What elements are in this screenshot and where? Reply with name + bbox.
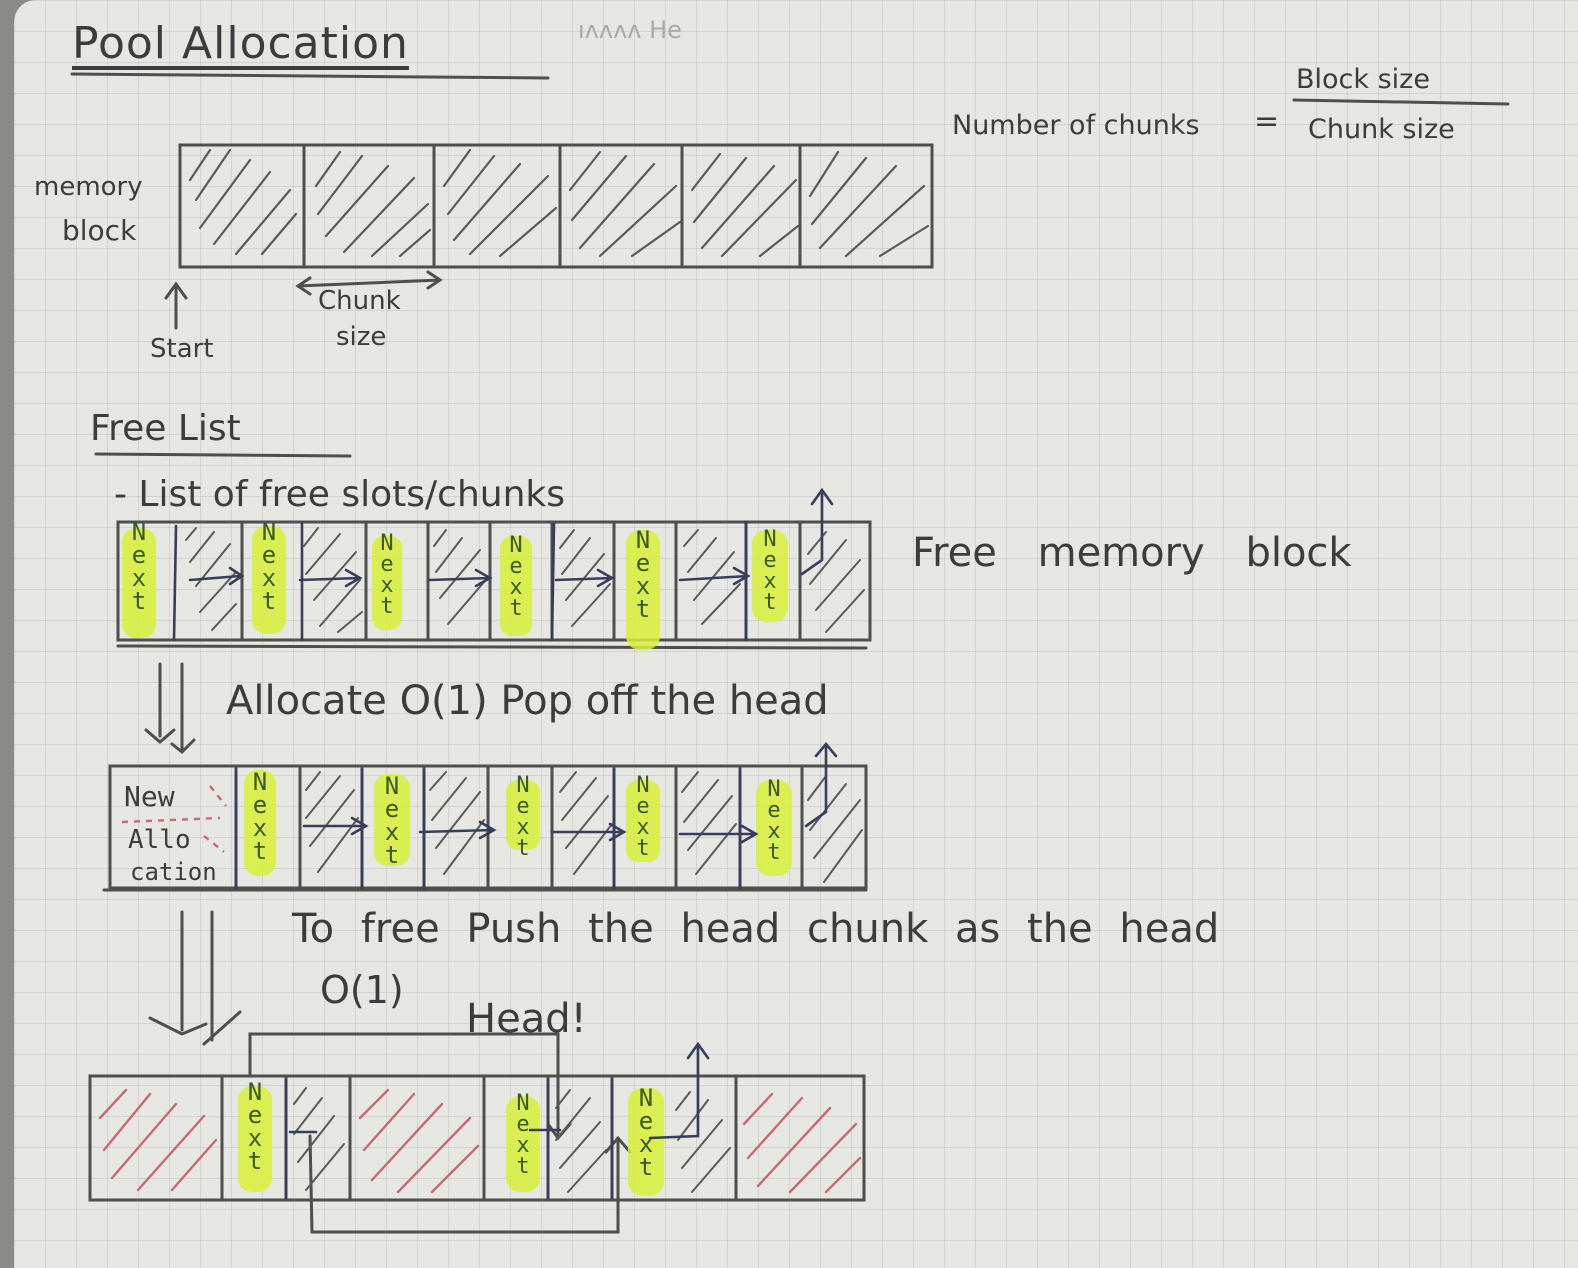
free-memory-block-label: Free memory block	[912, 530, 1352, 576]
blue-pointer-arrows	[172, 487, 838, 1200]
allocation-hatching	[305, 771, 863, 883]
formula-denominator: Chunk size	[1308, 114, 1455, 145]
memory-block-label-line1: memory	[34, 172, 143, 202]
allocate-label: Allocate O(1) Pop off the head	[226, 678, 829, 724]
page-title: Pool Allocation	[72, 18, 409, 69]
head-loop-bottom	[308, 1134, 632, 1234]
next-highlights	[122, 526, 792, 1196]
new-allocation-line3: cation	[130, 858, 217, 886]
formula-fraction-bar	[1292, 98, 1510, 106]
free-list-block	[116, 520, 872, 642]
title-underline	[70, 72, 550, 80]
free-list-description: - List of free slots/chunks	[114, 474, 566, 515]
memory-block-label-line2: block	[62, 214, 137, 247]
faint-scribble: ıʌʌʌʌ He	[578, 16, 682, 44]
final-block	[88, 1074, 866, 1202]
chunk-size-label-line1: Chunk	[318, 286, 401, 316]
notebook-page	[14, 0, 1578, 1268]
memory-block-outline	[178, 143, 934, 269]
free-list-underline	[94, 452, 352, 458]
start-label: Start	[150, 334, 214, 364]
allocate-down-arrow	[144, 662, 196, 755]
free-list-hatching	[185, 527, 865, 633]
allocated-red-hatching	[98, 1088, 862, 1194]
chunk-size-label-line2: size	[336, 322, 387, 352]
chunk-size-arrow	[295, 270, 443, 296]
free-list-block-underline	[116, 644, 868, 650]
new-allocation-line1: New	[124, 780, 175, 813]
free-step-line1: To free Push the head chunk as the head	[292, 906, 1220, 952]
start-arrow	[164, 281, 188, 330]
new-allocation-line2: Allo	[128, 825, 191, 855]
free-down-arrow	[148, 910, 242, 1046]
memory-block-dividers	[302, 143, 802, 269]
formula-lhs: Number of chunks	[952, 110, 1200, 141]
formula-numerator: Block size	[1296, 64, 1430, 95]
memory-block-hatching	[188, 148, 930, 258]
free-step-line2: O(1)	[320, 968, 404, 1012]
formula-equals: =	[1254, 104, 1280, 139]
free-chunk-hatching	[293, 1087, 731, 1193]
new-allocation-label: New Allo cation	[121, 780, 227, 886]
free-list-heading: Free List	[90, 408, 241, 449]
